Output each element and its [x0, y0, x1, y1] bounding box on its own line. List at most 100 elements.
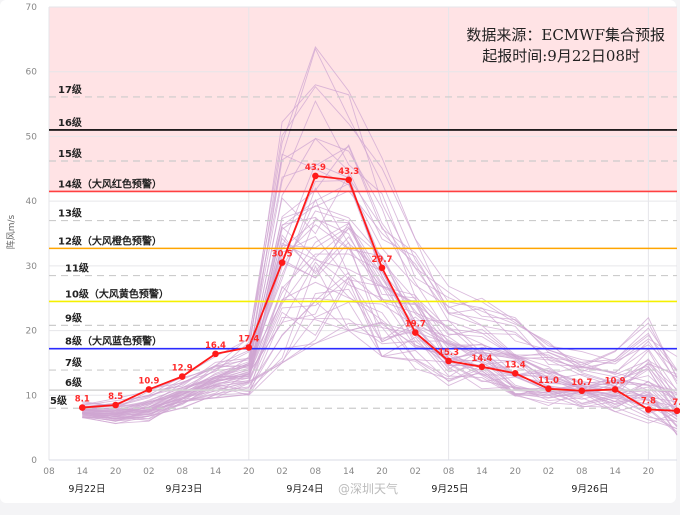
x-tick-label: 20 [643, 467, 655, 477]
data-point [79, 404, 86, 411]
data-point [511, 369, 519, 377]
ensemble-member-line [82, 45, 678, 406]
data-label: 15.3 [438, 348, 459, 358]
main-series-layer: 8.1 8.5 10.9 12.9 16.4 17.4 30.5 43.9 43.3 29.7 19… [75, 163, 680, 415]
data-point [611, 386, 619, 393]
data-point [345, 176, 353, 184]
y-tick-label: 10 [26, 391, 38, 401]
data-point [212, 350, 219, 358]
x-tick-label: 20 [243, 467, 255, 477]
day-label: 9月24日 [286, 484, 323, 495]
data-label: 8.5 [108, 392, 123, 402]
x-tick-label: 08 [443, 467, 455, 477]
data-label: 29.7 [372, 255, 393, 265]
ensemble-member-line [82, 173, 678, 411]
day-label: 9月25日 [431, 484, 468, 495]
data-point [478, 363, 486, 371]
y-tick-label: 50 [26, 132, 38, 142]
y-tick-label: 30 [26, 262, 38, 272]
x-tick-label: 14 [343, 467, 355, 477]
ensemble-member-line [82, 234, 678, 414]
data-point [378, 264, 386, 272]
x-tick-label: 02 [143, 467, 154, 477]
y-axis-label: 阵风m/s [5, 214, 17, 249]
level-label: 12级（大风橙色预警） [58, 234, 162, 247]
level-label: 15级 [58, 147, 83, 160]
data-label: 17.4 [238, 334, 259, 344]
data-label: 43.3 [338, 167, 359, 177]
x-tick-label: 20 [509, 467, 521, 477]
y-tick-label: 60 [26, 68, 38, 78]
data-label: 10.9 [138, 376, 159, 386]
y-tick-label: 0 [31, 456, 37, 466]
axis-layer: 0 10 20 30 40 50 60 70 08 14 20 02 08 14 20 02 08 14 20 02 0… [26, 3, 677, 495]
x-tick-label: 08 [43, 467, 55, 477]
data-label: 12.9 [172, 364, 193, 374]
data-point [112, 401, 119, 409]
ensemble-member-line [82, 47, 678, 407]
data-label: 11.0 [538, 376, 559, 386]
level-label: 17级 [58, 83, 83, 96]
data-point [245, 344, 253, 351]
data-label: 7.8 [641, 397, 656, 407]
x-tick-label: 02 [276, 467, 287, 477]
x-tick-label: 02 [410, 467, 421, 477]
y-tick-label: 70 [26, 3, 38, 13]
data-label: 10.7 [571, 378, 592, 388]
data-point [545, 385, 552, 393]
x-tick-label: 08 [176, 467, 188, 477]
level-label: 13级 [58, 207, 83, 220]
ensemble-member-line [82, 145, 678, 406]
day-label: 9月22日 [68, 484, 105, 495]
x-tick-label: 20 [376, 467, 388, 477]
level-label: 6级 [65, 376, 83, 389]
level-label: 10级（大风黄色预警） [65, 287, 169, 300]
x-tick-label: 02 [543, 467, 554, 477]
chart-card: 5级 6级 7级 8级（大风蓝色预警） 9级 10级（大风黄色预警） 11级 12级（大风橙色… [0, 0, 680, 503]
level-label: 14级（大风红色预警） [58, 177, 162, 190]
level-label: 11级 [65, 262, 90, 275]
data-label: 10.9 [605, 376, 626, 386]
x-tick-label: 14 [476, 467, 488, 477]
watermark: @深圳天气 [338, 481, 398, 496]
data-label: 19.7 [405, 320, 426, 330]
data-label: 43.9 [305, 163, 326, 173]
data-label: 7. [672, 398, 680, 408]
x-tick-label: 14 [210, 467, 222, 477]
data-point [145, 386, 153, 393]
data-label: 30.5 [272, 250, 293, 260]
level-label: 16级 [58, 116, 83, 129]
ensemble-member-line [82, 265, 678, 430]
x-tick-label: 20 [110, 467, 122, 477]
data-label: 14.4 [471, 354, 492, 364]
day-label: 9月23日 [165, 484, 202, 495]
ensemble-member-line [82, 163, 678, 411]
grid-layer [48, 6, 677, 461]
data-point [673, 407, 680, 415]
data-point [412, 329, 419, 336]
data-point [178, 373, 186, 380]
level-lines-layer: 5级 6级 7级 8级（大风蓝色预警） 9级 10级（大风黄色预警） 11级 12级（大风橙色… [49, 83, 677, 409]
issue-time-text: 起报时间:9月22日08时 [482, 47, 640, 65]
x-tick-label: 14 [609, 467, 621, 477]
day-label: 9月26日 [571, 484, 608, 495]
x-tick-label: 14 [77, 467, 89, 477]
data-label: 13.4 [505, 360, 526, 370]
x-tick-label: 08 [310, 467, 322, 477]
level-label: 8级（大风蓝色预警） [65, 335, 162, 348]
source-text: 数据来源：ECMWF集合预报 [466, 26, 665, 44]
ensemble-member-line [82, 100, 678, 410]
level-label: 7级 [65, 356, 83, 369]
data-label: 16.4 [205, 341, 226, 351]
y-tick-label: 40 [26, 197, 38, 207]
x-tick-label: 08 [576, 467, 588, 477]
data-point [312, 172, 319, 180]
y-tick-label: 20 [26, 327, 38, 337]
level-label: 9级 [65, 311, 83, 324]
data-point [278, 259, 286, 266]
level-label: 5级 [50, 394, 68, 407]
data-point [445, 357, 452, 365]
data-point [645, 406, 652, 413]
data-point [578, 387, 586, 395]
